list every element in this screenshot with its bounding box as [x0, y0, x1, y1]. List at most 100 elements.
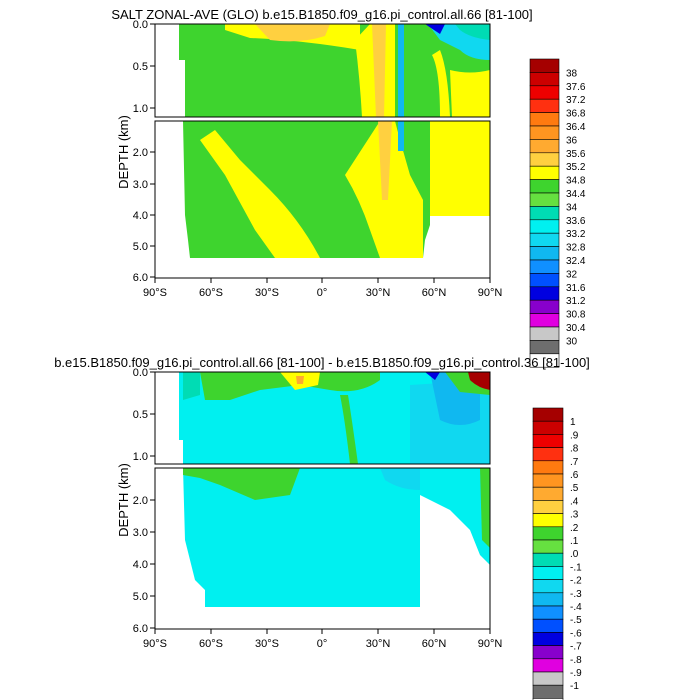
salt-colorbar-label: 31.2	[566, 296, 586, 307]
diff-colorbar-swatch	[532, 698, 564, 700]
diff-colorbar-label: -1	[570, 681, 579, 692]
diff-ytick-lower: 2.0	[133, 495, 148, 507]
salt-colorbar-swatch	[529, 259, 560, 274]
diff-colorbar-swatch	[532, 460, 564, 475]
salt-ytick-lower: 2.0	[133, 147, 148, 159]
diff-colorbar-label: 1	[570, 417, 576, 428]
salt-xticks: 90°S 60°S 30°S 0° 30°N 60°N 90°N	[143, 278, 502, 299]
salt-colorbar-label: 35.2	[566, 162, 586, 173]
salt-ytick-upper: 1.0	[133, 103, 148, 115]
diff-xticks: 90°S 60°S 30°S 0° 30°N 60°N 90°N	[143, 629, 502, 650]
salt-colorbar: 38 37.6 37.2 36.8 36.4 36 35.6 35.2 34.8 34.4 34 33…	[529, 58, 586, 368]
diff-colorbar-swatch	[532, 552, 564, 567]
salt-colorbar-swatch	[529, 98, 560, 113]
diff-colorbar-swatch	[532, 592, 564, 607]
salt-lower-field	[155, 121, 490, 278]
diff-colorbar-label: .8	[570, 444, 579, 455]
diff-colorbar-swatch	[532, 434, 564, 448]
salt-colorbar-swatch	[529, 326, 560, 341]
salt-colorbar-swatch	[529, 206, 560, 221]
salt-colorbar-label: 37.6	[566, 82, 586, 93]
diff-colorbar-swatch	[532, 618, 564, 633]
salt-plot-title: SALT ZONAL-AVE (GLO) b.e15.B1850.f09_g16…	[111, 7, 532, 22]
salt-colorbar-label: 34	[566, 202, 578, 213]
salt-xtick: 30°S	[255, 287, 279, 299]
salt-upper-field	[179, 24, 490, 117]
diff-colorbar: 1 .9 .8 .7 .6 .5 .4 .3 .2 .1 .0 -.1 -.2 -.3 -.4 -.5 -.6 -…	[532, 407, 582, 700]
salt-colorbar-label: 36.8	[566, 109, 586, 120]
salt-colorbar-swatch	[529, 286, 560, 301]
diff-colorbar-label: .3	[570, 510, 579, 521]
salt-xtick: 0°	[317, 287, 328, 299]
diff-plot: b.e15.B1850.f09_g16.pi_control.all.66 [8…	[54, 355, 590, 700]
salt-colorbar-swatch	[529, 72, 560, 87]
diff-colorbar-label: .7	[570, 457, 579, 468]
diff-colorbar-swatch	[532, 473, 564, 488]
salt-colorbar-label: 38	[566, 68, 578, 79]
salt-colorbar-label: 30.8	[566, 310, 586, 321]
diff-colorbar-swatch	[532, 605, 564, 620]
diff-xtick: 0°	[317, 638, 328, 650]
diff-colorbar-label: -.7	[570, 642, 582, 653]
salt-colorbar-label: 31.6	[566, 283, 586, 294]
diff-colorbar-label: -.8	[570, 655, 582, 666]
salt-colorbar-label: 34.8	[566, 176, 586, 187]
diff-colorbar-swatch	[532, 658, 564, 673]
diff-colorbar-label: -.5	[570, 615, 582, 626]
salt-ytick-lower: 6.0	[133, 272, 148, 284]
salt-colorbar-label: 36	[566, 135, 578, 146]
salt-colorbar-label: 32.4	[566, 256, 586, 267]
salt-xtick: 60°S	[199, 287, 223, 299]
salt-colorbar-swatch	[529, 139, 560, 154]
salt-colorbar-swatch	[529, 219, 560, 234]
salt-colorbar-label: 32	[566, 269, 578, 280]
salt-xtick: 90°S	[143, 287, 167, 299]
diff-colorbar-label: .5	[570, 483, 579, 494]
salt-colorbar-swatch	[529, 353, 560, 368]
diff-colorbar-swatch	[532, 671, 564, 686]
salt-colorbar-label: 33.2	[566, 229, 586, 240]
salt-colorbar-label: 34.4	[566, 189, 586, 200]
salt-colorbar-label: 36.4	[566, 122, 586, 133]
diff-colorbar-swatch	[532, 420, 564, 435]
diff-colorbar-swatch	[532, 513, 564, 528]
diff-xtick: 90°N	[478, 638, 503, 650]
salt-colorbar-label: 37.2	[566, 95, 586, 106]
salt-xtick: 60°N	[422, 287, 447, 299]
salt-colorbar-label: 33.6	[566, 216, 586, 227]
salt-colorbar-swatch	[529, 85, 560, 100]
diff-xtick: 60°S	[199, 638, 223, 650]
diff-ytick-upper: 0.0	[133, 367, 148, 379]
diff-colorbar-label: -.3	[570, 589, 582, 600]
salt-colorbar-swatch	[529, 273, 560, 288]
salt-colorbar-swatch	[529, 179, 560, 194]
diff-colorbar-label: -.1	[570, 562, 582, 573]
salt-colorbar-swatch	[529, 125, 560, 140]
diff-colorbar-label: .0	[570, 549, 579, 560]
diff-xtick: 30°S	[255, 638, 279, 650]
diff-colorbar-swatch	[532, 447, 564, 462]
salt-colorbar-swatch	[529, 192, 560, 207]
diff-colorbar-label: -.9	[570, 668, 582, 679]
diff-xtick: 30°N	[366, 638, 391, 650]
diff-colorbar-swatch	[532, 407, 564, 422]
diff-colorbar-label: .9	[570, 430, 579, 441]
diff-colorbar-swatch	[532, 684, 564, 699]
diff-colorbar-label: .4	[570, 496, 579, 507]
diff-xtick: 60°N	[422, 638, 447, 650]
salt-colorbar-swatch	[529, 246, 560, 261]
salt-colorbar-label: 32.8	[566, 243, 586, 254]
salt-ytick-lower: 3.0	[133, 179, 148, 191]
diff-colorbar-swatch	[532, 500, 564, 514]
diff-colorbar-swatch	[532, 486, 564, 501]
diff-ytick-lower: 6.0	[133, 623, 148, 635]
diff-ytick-upper: 0.5	[133, 409, 148, 421]
salt-ylabel: DEPTH (km)	[116, 115, 131, 189]
diff-colorbar-swatch	[532, 579, 564, 594]
diff-colorbar-swatch	[532, 566, 564, 580]
diff-colorbar-label: -.4	[570, 602, 582, 613]
diff-ylabel: DEPTH (km)	[116, 463, 131, 537]
salt-colorbar-swatch	[529, 165, 560, 180]
diff-ytick-lower: 5.0	[133, 591, 148, 603]
